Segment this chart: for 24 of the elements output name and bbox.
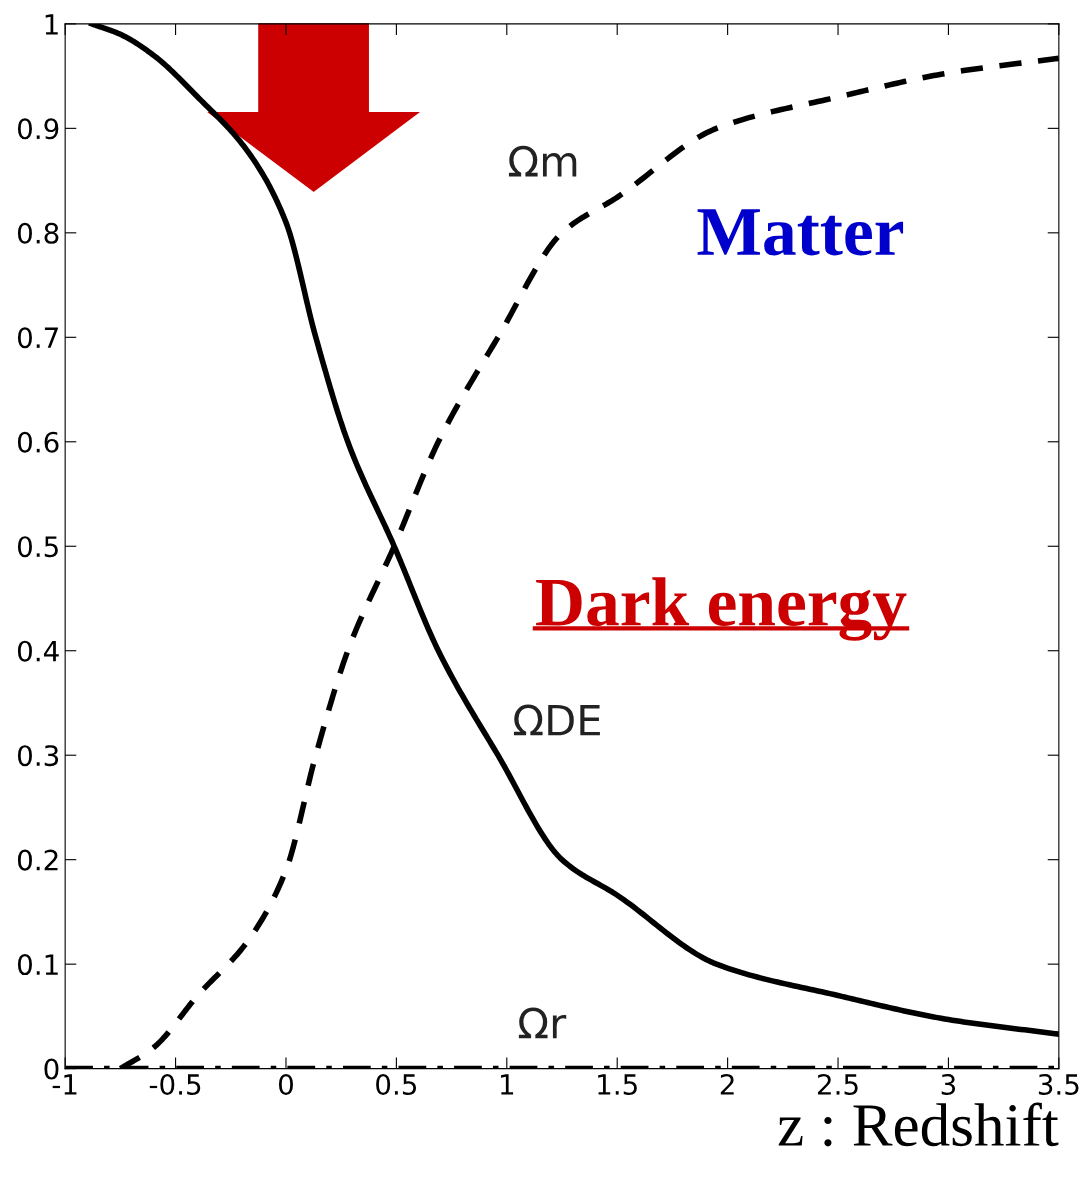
series-label: Ωr [518, 1007, 567, 1039]
x-tick-label: 1 [501, 1074, 514, 1095]
series-label: Ωm [508, 145, 577, 177]
x-tick-label: 2.5 [817, 1073, 858, 1095]
y-tick-label: 0.9 [17, 118, 59, 140]
annotation: Matter [697, 209, 904, 256]
y-tick-label: 0.3 [17, 745, 59, 767]
x-tick-label: 0 [278, 1073, 293, 1095]
y-tick-label: 1 [45, 14, 58, 35]
x-tick-label: 2 [720, 1073, 734, 1095]
x-axis-title: z : Redshift [778, 1102, 1059, 1147]
y-tick-label: 0.7 [17, 327, 58, 349]
series-label: ΩDE [513, 704, 600, 736]
y-tick-label: 0.1 [17, 954, 58, 976]
y-tick-label: 0.6 [17, 431, 59, 453]
x-tick-label: 3 [941, 1073, 956, 1095]
y-tick-label: 0.8 [17, 222, 59, 244]
y-tick-label: 0.5 [17, 536, 58, 558]
y-tick-label: 0.2 [17, 849, 58, 871]
x-tick-label: 0.5 [376, 1073, 417, 1095]
x-tick-label: 1.5 [598, 1074, 637, 1095]
y-tick-label: 0.4 [17, 640, 59, 662]
x-tick-label: 3.5 [1038, 1073, 1079, 1095]
x-tick-label: -0.5 [149, 1073, 201, 1095]
